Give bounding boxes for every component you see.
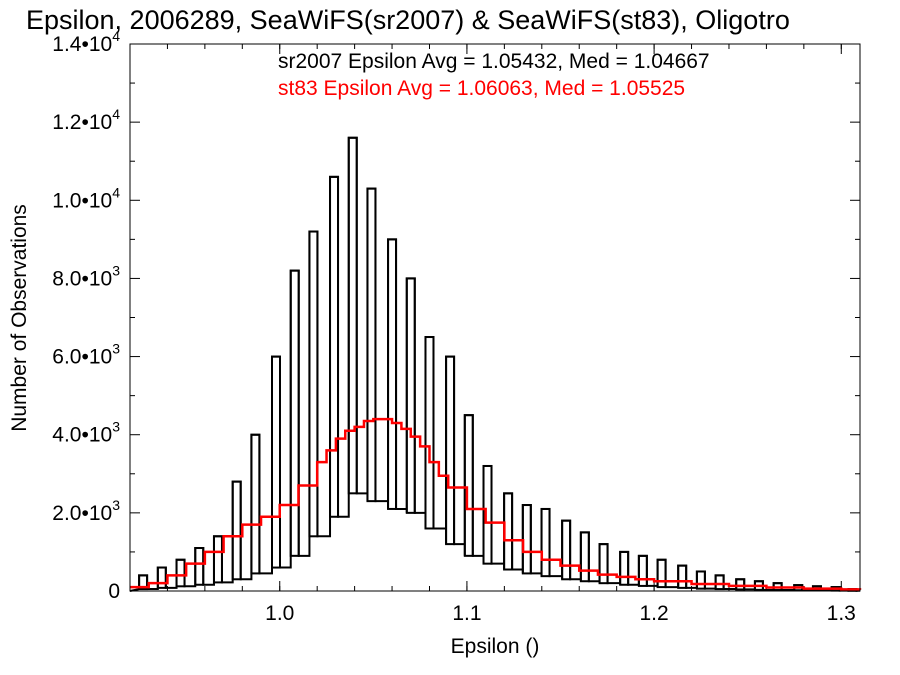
- x-tick-label-3: 1.3: [827, 602, 856, 625]
- sr2007-spike-bar: [347, 136, 358, 495]
- y-tick-label-7: 1.4•104: [52, 28, 120, 56]
- sr2007-spike-bar: [637, 554, 648, 587]
- sr2007-spike-bar: [482, 464, 493, 565]
- sr2007-spike-bar: [561, 519, 572, 581]
- sr2007-spike-bar: [212, 535, 223, 584]
- y-tick-label-2: 4.0•103: [52, 419, 120, 447]
- y-tick-label-4: 8.0•103: [52, 262, 120, 290]
- chart-title: Epsilon, 2006289, SeaWiFS(sr2007) & SeaW…: [26, 5, 790, 35]
- x-axis-label: Epsilon (): [451, 635, 540, 658]
- axis-ticks: [129, 43, 860, 592]
- x-tick-label-1: 1.1: [452, 602, 481, 625]
- x-tick-label-0: 1.0: [265, 602, 294, 625]
- y-tick-label-3: 6.0•103: [52, 341, 120, 369]
- sr2007-spike-bar: [619, 550, 630, 586]
- st83-histogram-line: [130, 417, 862, 591]
- sr2007-spike-bar: [540, 507, 551, 578]
- sr2007-spike-bar: [289, 269, 300, 557]
- sr2007-spike-bar: [194, 547, 205, 586]
- series-st83: [130, 417, 862, 591]
- y-tick-label-6: 1.2•104: [52, 106, 120, 134]
- sr2007-spike-bar: [656, 558, 667, 589]
- y-tick-label-5: 1.0•104: [52, 184, 120, 212]
- sr2007-spike-bar: [463, 414, 474, 557]
- x-tick-label-2: 1.2: [640, 602, 669, 625]
- sr2007-spike-bar: [405, 277, 416, 514]
- sr2007-spike-bar: [695, 570, 706, 590]
- y-tick-labels: 0 2.0•103 4.0•103 6.0•103 8.0•103 1.0•104 1.2•…: [52, 28, 120, 603]
- sr2007-spike-bar: [579, 531, 590, 583]
- sr2007-spike-bar: [424, 336, 435, 530]
- sr2007-spike-bar: [366, 187, 377, 503]
- sr2007-spike-bar: [138, 574, 149, 591]
- sr2007-spike-bar: [329, 175, 340, 518]
- sr2007-spike-bar: [250, 433, 261, 575]
- sr2007-spike-bar: [677, 564, 688, 589]
- annotation-st83: st83 Epsilon Avg = 1.06063, Med = 1.0552…: [278, 77, 685, 100]
- sr2007-spike-bar: [387, 238, 398, 510]
- sr2007-spike-bar: [445, 355, 456, 546]
- sr2007-spike-bar: [231, 480, 242, 581]
- y-tick-label-1: 2.0•103: [52, 497, 120, 525]
- x-tick-labels: 1.0 1.1 1.2 1.3: [265, 602, 856, 625]
- y-axis-label: Number of Observations: [8, 204, 31, 432]
- sr2007-spike-bar: [598, 543, 609, 585]
- y-tick-label-0: 0: [108, 580, 120, 603]
- plot-frame: [129, 43, 861, 592]
- sr2007-spike-bar: [308, 230, 319, 538]
- sr2007-spike-bar: [175, 558, 186, 588]
- sr2007-spike-bar: [735, 578, 746, 591]
- sr2007-spike-bar: [156, 566, 167, 589]
- annotation-sr2007: sr2007 Epsilon Avg = 1.05432, Med = 1.04…: [278, 50, 710, 73]
- sr2007-spike-bar: [271, 355, 281, 569]
- sr2007-spike-bar: [714, 574, 725, 591]
